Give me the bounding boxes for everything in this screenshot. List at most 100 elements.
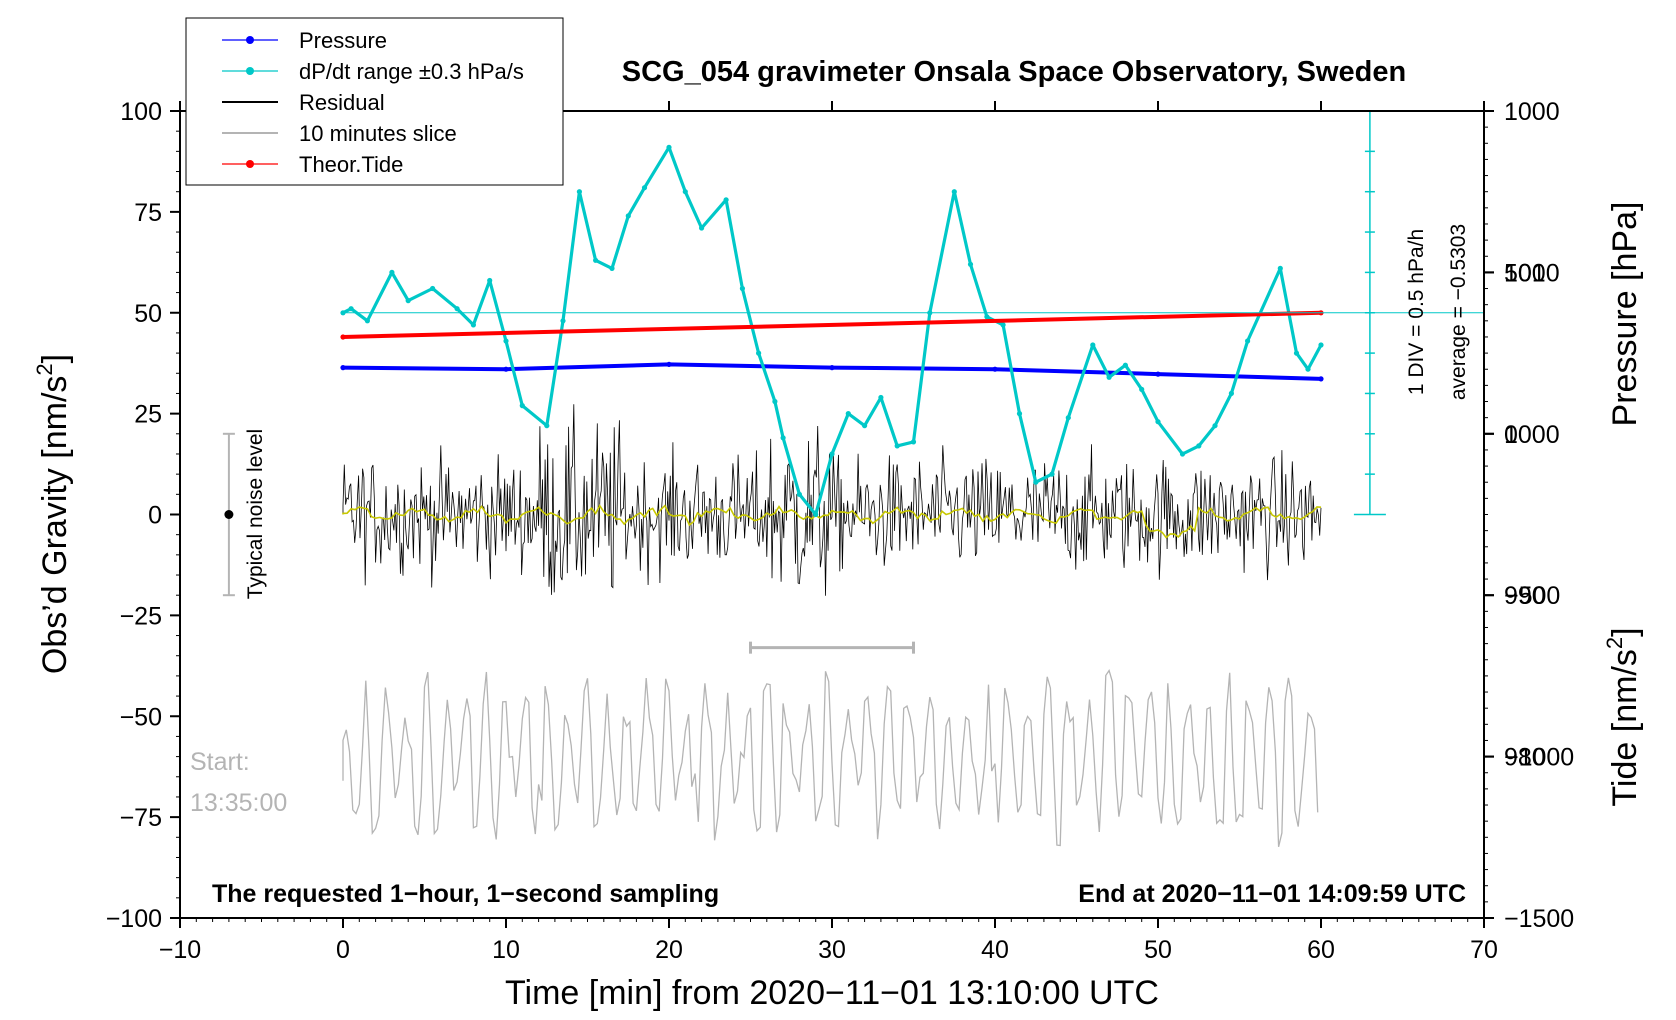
tide-tick-label: 500 [1504,259,1546,287]
series-point-dp-dt-range-hpa-s [430,285,436,292]
series-point-dp-dt-range-hpa-s [625,213,631,219]
legend-label-dpdt: dP/dt range ±0.3 hPa/s [299,59,524,84]
series-point-pressure [992,366,998,372]
gravity-tick-label: −75 [120,804,162,832]
series-point-dp-dt-range-hpa-s [739,285,746,292]
legend-label-pressure: Pressure [299,28,387,53]
y-axis-pressure-title: Pressure [hPa] [1606,202,1644,427]
series-point-dp-dt-range-hpa-s [1016,411,1023,417]
legend-marker-dpdt [246,67,254,75]
sampling-note: The requested 1−hour, 1−second sampling [212,880,719,908]
legend-item-residual: Residual [222,90,385,115]
legend-label-residual: Residual [299,90,385,115]
start-time: 13:35:00 [190,789,287,817]
series-point-dp-dt-range-hpa-s [503,338,509,344]
y-axis-gravity: 100 75 50 25 0 −25 −50 −75 −100 [106,98,180,933]
series-point-dp-dt-range-hpa-s [364,318,370,324]
series-point-dp-dt-range-hpa-s [593,257,599,263]
series-point-dp-dt-range-hpa-s [699,225,705,231]
series-point-pressure [829,365,835,371]
gravity-tick-label: 50 [134,300,162,328]
series-point-dp-dt-range-hpa-s [560,318,566,324]
legend-label-tide: Theor.Tide [299,152,403,177]
series-point-pressure [666,361,672,367]
series-point-pressure [340,365,346,371]
series-point-dp-dt-range-hpa-s [1106,374,1112,380]
pressure-tick-label: 990 [1504,582,1546,610]
gravity-tick-label: 25 [134,401,162,429]
noise-level-center-marker [224,510,234,519]
gravity-tick-label: −25 [120,602,162,630]
tide-tick-label: 0 [1504,421,1518,449]
pressure-tick-label: 980 [1504,744,1546,772]
series-point-dp-dt-range-hpa-s [1212,423,1218,429]
slice-trace [342,668,1319,847]
tide-tick-label: −1000 [1504,744,1574,772]
series-point-dp-dt-range-hpa-s [641,185,648,191]
residual-trace [342,404,1322,596]
series-point-dp-dt-range-hpa-s [1196,443,1202,449]
series-point-dp-dt-range-hpa-s [1318,342,1324,348]
x-tick-label: 30 [818,936,846,964]
series-point-dp-dt-range-hpa-s [1090,342,1096,348]
gravity-tick-label: 75 [134,199,162,227]
legend-item-tide: Theor.Tide [222,152,403,177]
series-point-dp-dt-range-hpa-s [813,511,819,518]
series-point-dp-dt-range-hpa-s [1155,419,1161,425]
series-point-dp-dt-range-hpa-s [796,491,803,497]
series-point-dp-dt-range-hpa-s [1000,322,1006,328]
series-point-dp-dt-range-hpa-s [576,189,583,195]
series-point-theor-tide [340,334,346,340]
legend: Pressure dP/dt range ±0.3 hPa/s Residual… [185,17,564,186]
x-tick-label: 70 [1470,936,1498,964]
series-point-dp-dt-range-hpa-s [1139,386,1145,392]
x-tick-label: 50 [1144,936,1172,964]
legend-marker-pressure [246,36,254,44]
series-point-pressure [1318,376,1324,382]
legend-item-dpdt: dP/dt range ±0.3 hPa/s [222,59,524,84]
series-point-dp-dt-range-hpa-s [454,306,460,312]
x-tick-label: 10 [492,936,520,964]
x-tick-label: −10 [159,936,201,964]
series-point-dp-dt-range-hpa-s [984,314,990,320]
series-point-dp-dt-range-hpa-s [772,398,778,405]
x-tick-label: 60 [1307,936,1335,964]
series-point-dp-dt-range-hpa-s [878,394,884,401]
series-point-dp-dt-range-hpa-s [756,350,762,356]
div-label: 1 DIV = 0.5 hPa/h [1405,229,1428,395]
series-point-dp-dt-range-hpa-s [862,423,868,429]
x-axis-title: Time [min] from 2020−11−01 13:10:00 UTC [505,974,1159,1012]
series-point-dp-dt-range-hpa-s [1065,415,1071,421]
series-point-dp-dt-range-hpa-s [1033,479,1039,485]
series-point-dp-dt-range-hpa-s [1245,338,1251,344]
series-point-dp-dt-range-hpa-s [609,265,615,271]
end-time-note: End at 2020−11−01 14:09:59 UTC [1078,880,1466,908]
series-point-dp-dt-range-hpa-s [487,277,493,284]
series-point-pressure [1155,371,1161,377]
y-axis-pressure: 1010 1000 990 980 [1484,126,1560,903]
series-point-dp-dt-range-hpa-s [1293,350,1300,356]
series-point-dp-dt-range-hpa-s [1179,451,1186,457]
series-point-dp-dt-range-hpa-s [405,298,411,304]
series-point-dp-dt-range-hpa-s [967,261,974,267]
gravity-tick-label: −100 [106,905,162,933]
series-point-dp-dt-range-hpa-s [780,435,786,441]
legend-label-slice: 10 minutes slice [299,121,457,146]
series-point-dp-dt-range-hpa-s [470,322,476,328]
series-point-dp-dt-range-hpa-s [389,269,395,275]
series-point-dp-dt-range-hpa-s [894,443,900,449]
x-tick-label: 20 [655,936,683,964]
tide-tick-label: 1000 [1504,98,1560,126]
series-point-dp-dt-range-hpa-s [723,197,729,203]
gravity-tick-label: 0 [148,502,162,530]
series-point-dp-dt-range-hpa-s [1228,390,1234,396]
dpdt-reference-layer [343,110,1484,516]
average-label: average = −0.5303 [1447,224,1470,400]
gravity-tick-label: 100 [120,98,162,126]
noise-layer [342,404,1322,847]
pressure-tick-label: 1010 [1504,259,1560,287]
series-point-dp-dt-range-hpa-s [1049,471,1055,477]
start-label: Start: [190,748,250,776]
legend-item-slice: 10 minutes slice [222,121,457,146]
